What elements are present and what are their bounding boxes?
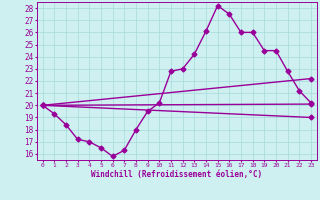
X-axis label: Windchill (Refroidissement éolien,°C): Windchill (Refroidissement éolien,°C) — [91, 170, 262, 179]
